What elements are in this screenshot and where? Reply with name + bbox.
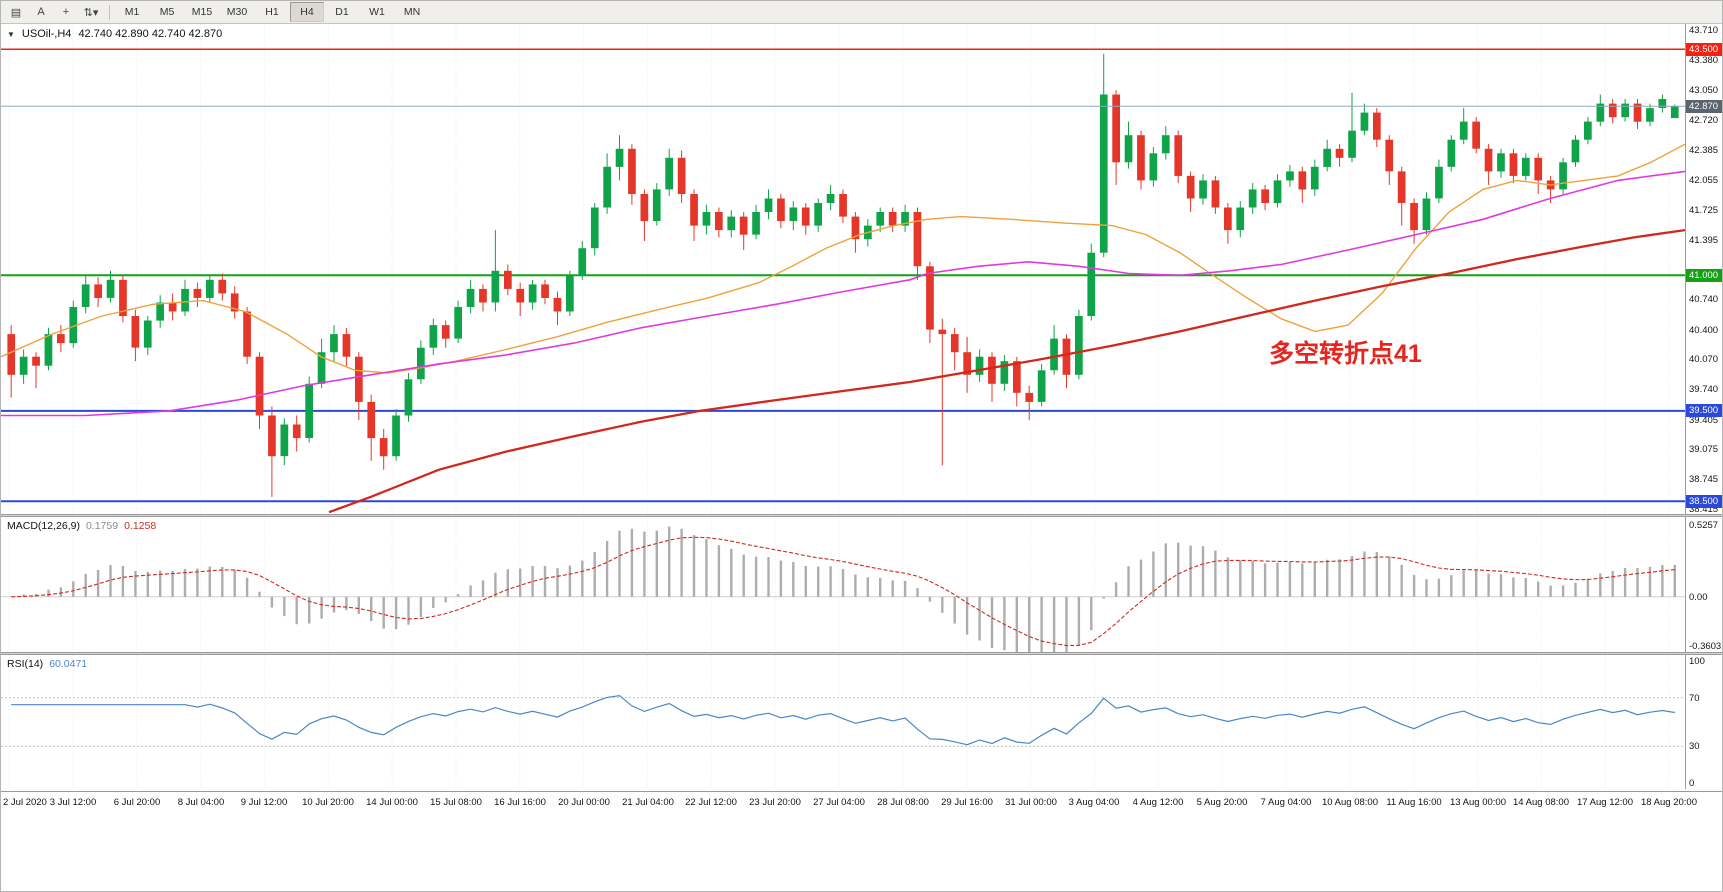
rsi-canvas[interactable] — [1, 655, 1685, 789]
crosshair-icon[interactable]: + — [62, 6, 70, 18]
chart-symbol-title: USOil-,H4 — [21, 28, 72, 40]
timeframe-button-h1[interactable]: H1 — [265, 6, 279, 18]
rsi-axis-tick: 100 — [1689, 656, 1705, 667]
timeframe-button-d1[interactable]: D1 — [335, 6, 349, 18]
time-axis-label: 10 Jul 20:00 — [302, 797, 354, 808]
time-axis-label: 18 Aug 20:00 — [1641, 797, 1697, 808]
rsi-value: 60.0471 — [49, 658, 88, 670]
pane-separator[interactable] — [1, 652, 1722, 655]
rsi-axis-tick: 30 — [1689, 741, 1700, 752]
price-axis-tick: 41.725 — [1689, 205, 1719, 216]
rsi-axis[interactable]: 100 70 30 0 — [1685, 655, 1722, 789]
price-badge: 39.500 — [1686, 404, 1722, 417]
macd-axis-tick: -0.3603 — [1689, 641, 1722, 652]
price-badge: 38.500 — [1686, 495, 1722, 508]
time-axis-label: 21 Jul 04:00 — [622, 797, 674, 808]
chart-list-icon[interactable]: ▤ — [10, 6, 22, 19]
timeframe-button-m30[interactable]: M30 — [226, 6, 248, 18]
time-axis-label: 22 Jul 12:00 — [685, 797, 737, 808]
price-axis[interactable]: 43.710 43.380 43.050 42.720 42.385 42.055 41.7… — [1685, 24, 1722, 515]
indicators-dropdown-icon[interactable]: ⇅▾ — [83, 6, 99, 19]
price-axis-tick: 43.710 — [1689, 25, 1719, 36]
macd-signal-value: 0.1258 — [124, 520, 157, 532]
rsi-pane: RSI(14) 60.0471 100 70 30 0 — [1, 655, 1722, 789]
macd-axis-tick: 0.5257 — [1689, 520, 1719, 531]
timeframe-button-m5[interactable]: M5 — [159, 6, 175, 18]
timeframe-button-mn[interactable]: MN — [403, 6, 421, 18]
time-axis-label: 3 Aug 04:00 — [1068, 797, 1120, 808]
timeframe-button-m1[interactable]: M1 — [124, 6, 140, 18]
time-axis-label: 5 Aug 20:00 — [1196, 797, 1248, 808]
macd-pane: MACD(12,26,9) 0.1759 0.1258 0.5257 0.00 -0… — [1, 517, 1722, 652]
macd-label: MACD(12,26,9) 0.1759 0.1258 — [7, 520, 156, 532]
main-chart-pane: ▼ USOil-,H4 42.740 42.890 42.740 42.870 … — [1, 24, 1722, 515]
timeframe-button-h4[interactable]: H4 — [290, 2, 324, 22]
time-axis-label: 3 Jul 12:00 — [49, 797, 97, 808]
price-axis-tick: 40.070 — [1689, 354, 1719, 365]
time-axis-label: 10 Aug 08:00 — [1322, 797, 1378, 808]
time-axis-label: 8 Jul 04:00 — [177, 797, 225, 808]
price-axis-tick: 43.380 — [1689, 55, 1719, 66]
time-axis-label: 20 Jul 00:00 — [558, 797, 610, 808]
price-axis-tick: 43.050 — [1689, 85, 1719, 96]
price-axis-tick: 39.405 — [1689, 415, 1719, 426]
time-axis-label: 23 Jul 20:00 — [749, 797, 801, 808]
time-axis-label: 6 Jul 20:00 — [113, 797, 161, 808]
price-axis-tick: 38.745 — [1689, 474, 1719, 485]
price-axis-tick: 41.395 — [1689, 235, 1719, 246]
pane-separator[interactable] — [1, 514, 1722, 517]
chart-annotation-text: 多空转折点41 — [1269, 340, 1422, 368]
timeframe-button-w1[interactable]: W1 — [369, 6, 385, 18]
toolbar: ▤ A + ⇅▾ M1 M5 M15 M30 H1 H4 D1 W1 MN — [1, 1, 1722, 24]
time-axis-label: 17 Aug 12:00 — [1577, 797, 1633, 808]
price-axis-tick: 42.385 — [1689, 145, 1719, 156]
time-axis-label: 2 Jul 2020 — [3, 797, 47, 808]
macd-main-value: 0.1759 — [85, 520, 119, 532]
macd-axis-tick: 0.00 — [1689, 592, 1708, 603]
macd-canvas[interactable] — [1, 517, 1685, 652]
price-axis-tick: 42.055 — [1689, 175, 1719, 186]
price-axis-tick: 38.415 — [1689, 504, 1719, 515]
rsi-axis-tick: 70 — [1689, 693, 1700, 704]
time-axis-label: 14 Jul 00:00 — [366, 797, 418, 808]
price-axis-tick: 40.740 — [1689, 294, 1719, 305]
toolbar-icons: ▤ A + ⇅▾ — [4, 2, 104, 23]
chart-header: ▼ USOil-,H4 42.740 42.890 42.740 42.870 — [7, 28, 222, 40]
chart-ohlc-values: 42.740 42.890 42.740 42.870 — [78, 28, 223, 40]
cursor-tool-icon[interactable]: A — [37, 6, 45, 18]
rsi-indicator-name: RSI(14) — [7, 658, 44, 670]
price-axis-tick: 40.400 — [1689, 325, 1719, 336]
price-badge: 42.870 — [1686, 100, 1722, 113]
time-axis[interactable]: 2 Jul 2020 3 Jul 12:00 6 Jul 20:00 8 Jul 04… — [1, 791, 1722, 814]
chart-dropdown-caret-icon[interactable]: ▼ — [7, 29, 15, 39]
timeframe-button-m15[interactable]: M15 — [191, 6, 213, 18]
time-axis-label: 28 Jul 08:00 — [877, 797, 929, 808]
timeframe-buttons: M1 M5 M15 M30 H1 H4 D1 W1 MN — [115, 2, 430, 22]
price-chart-canvas[interactable] — [1, 24, 1685, 514]
time-axis-label: 13 Aug 00:00 — [1450, 797, 1506, 808]
price-axis-tick: 39.075 — [1689, 444, 1719, 455]
price-axis-tick: 42.720 — [1689, 115, 1719, 126]
time-axis-label: 27 Jul 04:00 — [813, 797, 865, 808]
price-axis-tick: 39.740 — [1689, 384, 1719, 395]
time-axis-label: 9 Jul 12:00 — [240, 797, 288, 808]
time-axis-label: 4 Aug 12:00 — [1132, 797, 1184, 808]
time-axis-label: 31 Jul 00:00 — [1005, 797, 1057, 808]
time-axis-label: 15 Jul 08:00 — [430, 797, 482, 808]
macd-axis[interactable]: 0.5257 0.00 -0.3603 — [1685, 517, 1722, 652]
time-axis-label: 7 Aug 04:00 — [1260, 797, 1312, 808]
macd-indicator-name: MACD(12,26,9) — [7, 520, 80, 532]
time-axis-label: 29 Jul 16:00 — [941, 797, 993, 808]
time-axis-label: 11 Aug 16:00 — [1386, 797, 1442, 808]
price-badge: 41.000 — [1686, 269, 1722, 282]
rsi-label: RSI(14) 60.0471 — [7, 658, 87, 670]
time-axis-label: 14 Aug 08:00 — [1513, 797, 1569, 808]
time-axis-label: 16 Jul 16:00 — [494, 797, 546, 808]
rsi-axis-tick: 0 — [1689, 778, 1695, 789]
toolbar-separator — [109, 4, 110, 20]
price-badge: 43.500 — [1686, 43, 1722, 56]
